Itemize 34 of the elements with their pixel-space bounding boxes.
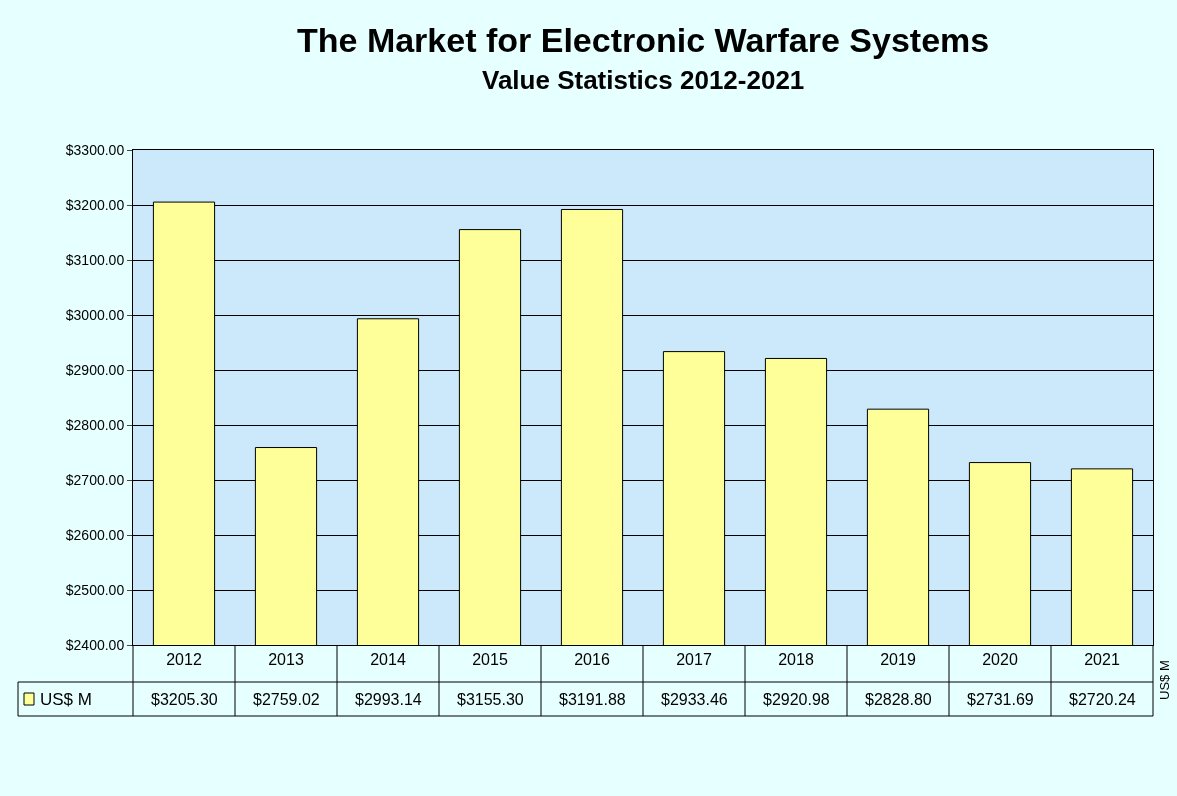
data-label: $2759.02 — [253, 691, 320, 708]
y-tick-label: $2900.00 — [65, 361, 125, 378]
x-tick-label: 2014 — [370, 651, 406, 669]
data-label: $2828.80 — [865, 691, 932, 708]
data-label: $2731.69 — [967, 691, 1034, 708]
x-tick-label: 2012 — [166, 651, 202, 669]
data-label: $2720.24 — [1069, 691, 1136, 708]
chart-subtitle: Value Statistics 2012-2021 — [482, 65, 805, 95]
x-tick-label: 2019 — [880, 651, 916, 669]
data-label: $3205.30 — [151, 691, 218, 708]
x-tick-label: 2020 — [982, 651, 1018, 669]
y-tick-label: $2500.00 — [65, 581, 125, 598]
text: US$ M — [1157, 660, 1172, 700]
y-tick-label: $3300.00 — [65, 141, 125, 158]
chart-title: The Market for Electronic Warfare Systems — [297, 21, 990, 59]
y-tick-label: $2700.00 — [65, 471, 125, 488]
x-tick-label: 2018 — [778, 651, 814, 669]
data-label: $3155.30 — [457, 691, 524, 708]
data-label: $2933.46 — [661, 691, 728, 708]
x-tick-label: 2017 — [676, 651, 712, 669]
data-label: $2993.14 — [355, 691, 422, 708]
data-label: $2920.98 — [763, 691, 830, 708]
x-tick-label: 2016 — [574, 651, 610, 669]
y-tick-label: $3200.00 — [65, 196, 125, 213]
y-tick-label: $2400.00 — [65, 636, 125, 653]
data-label: $3191.88 — [559, 691, 626, 708]
y-tick-label: $2600.00 — [65, 526, 125, 543]
y-tick-label: $2800.00 — [65, 416, 125, 433]
x-tick-label: 2015 — [472, 651, 508, 669]
y-tick-label: $3100.00 — [65, 251, 125, 268]
legend-label: US$ M — [40, 690, 92, 709]
x-tick-label: 2013 — [268, 651, 304, 669]
y-tick-label: $3000.00 — [65, 306, 125, 323]
x-tick-label: 2021 — [1084, 651, 1120, 669]
